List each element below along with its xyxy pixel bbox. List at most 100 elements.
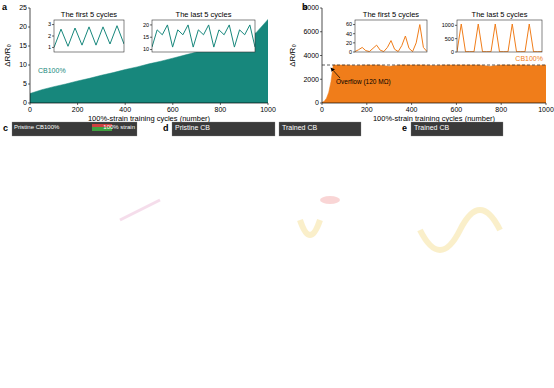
micrograph <box>411 122 503 136</box>
y-tick <box>320 8 322 9</box>
micrograph <box>279 122 361 136</box>
x-axis <box>30 103 268 104</box>
x-tick-label: 400 <box>119 106 131 113</box>
y-tick-label: 0 <box>451 49 454 55</box>
y-tick-label: 15 <box>19 42 27 49</box>
inset-frame <box>355 20 427 52</box>
micrograph <box>12 122 137 136</box>
image-panel: eTrained CB <box>402 122 503 136</box>
y-tick <box>52 47 54 48</box>
x-tick-label: 0 <box>28 106 32 113</box>
inset-bg <box>152 20 255 52</box>
micrograph-frame <box>411 122 503 136</box>
x-tick <box>77 103 78 105</box>
chart: CB100%051015202502004006008001000100%-st… <box>2 2 276 123</box>
x-tick <box>501 103 502 105</box>
faint-curve <box>420 210 500 250</box>
y-tick-label: 20 <box>346 40 352 46</box>
y-tick-label: 2 <box>48 33 51 39</box>
y-tick-label: 25 <box>19 4 27 11</box>
inset-bg <box>457 20 542 52</box>
y-tick <box>320 79 322 80</box>
y-tick <box>353 52 355 53</box>
legend-label: CB100% <box>38 67 66 74</box>
inset-bg <box>54 20 124 52</box>
panel-letter: d <box>163 123 169 133</box>
annotation-text: Overflow (120 MΩ) <box>336 78 391 86</box>
y-tick <box>455 25 457 26</box>
inset-frame <box>54 20 124 52</box>
inset-frame <box>152 20 255 52</box>
faint-line <box>120 200 160 220</box>
y-tick-label: 20 <box>143 22 149 28</box>
y-tick <box>320 31 322 32</box>
image-label: Pristine CB100% <box>14 124 60 130</box>
image-label: Trained CB <box>282 124 317 131</box>
image-panel: c Pristine CB100% 100% strain <box>3 122 137 136</box>
x-tick-label: 1000 <box>538 106 554 113</box>
x-tick <box>322 103 323 105</box>
line <box>54 26 124 48</box>
inset-title: The first 5 cycles <box>363 10 420 19</box>
y-tick <box>353 24 355 25</box>
y-axis <box>30 8 31 103</box>
series-group <box>30 19 268 103</box>
panel-letter: c <box>3 123 8 133</box>
legend-label: CB100% <box>515 55 543 62</box>
x-tick-label: 200 <box>72 106 84 113</box>
image-label: 100% strain <box>103 124 135 130</box>
y-tick-label: 1 <box>48 44 51 50</box>
figure: CB100%051015202502004006008001000100%-st… <box>0 0 554 388</box>
area <box>322 65 546 103</box>
y-tick-label: 40 <box>346 31 352 37</box>
y-tick-label: 20 <box>19 23 27 30</box>
y-tick-label: 10 <box>143 46 149 52</box>
y-tick <box>455 38 457 39</box>
x-tick-label: 1000 <box>260 106 276 113</box>
faint-curve <box>300 220 320 235</box>
x-axis <box>322 103 546 104</box>
y-tick <box>455 52 457 53</box>
faint-images <box>120 196 500 250</box>
y-tick <box>52 36 54 37</box>
x-tick-label: 600 <box>167 106 179 113</box>
inset-title: The last 5 cycles <box>472 10 528 19</box>
x-tick <box>220 103 221 105</box>
y-axis-label: ΔR/R₀ <box>3 44 12 66</box>
annotation-arrow <box>331 68 340 78</box>
panel-letter: a <box>2 2 8 12</box>
line <box>152 25 255 47</box>
series-group <box>355 25 427 52</box>
y-tick <box>150 37 152 38</box>
inset-bg <box>355 20 427 52</box>
inset-chart: 05001000The last 5 cycles <box>442 10 542 55</box>
y-tick <box>28 84 30 85</box>
micrograph-frame <box>172 122 275 136</box>
y-tick-label: 10 <box>19 61 27 68</box>
panel-letter: e <box>402 123 407 133</box>
x-tick <box>546 103 547 105</box>
y-tick-label: 3 <box>48 21 51 27</box>
series-group <box>152 25 255 47</box>
y-tick <box>353 33 355 34</box>
y-tick-label: 15 <box>143 34 149 40</box>
x-tick <box>411 103 412 105</box>
y-tick <box>28 65 30 66</box>
y-tick-label: 0 <box>315 99 319 106</box>
x-tick-label: 0 <box>320 106 324 113</box>
series-group <box>457 24 542 52</box>
x-tick-label: 200 <box>361 106 373 113</box>
x-tick-label: 800 <box>495 106 507 113</box>
image-panel: dPristine CBTrained CB <box>163 122 361 136</box>
inset-chart: 123The first 5 cycles <box>48 10 124 52</box>
series-group <box>54 26 124 48</box>
y-axis-label: ΔR/R₀ <box>288 44 297 66</box>
y-tick-label: 0 <box>23 99 27 106</box>
inset-chart: 101520The last 5 cycles <box>143 10 255 52</box>
x-axis-label: 100%-strain training cycles (number) <box>88 114 211 123</box>
y-tick <box>150 49 152 50</box>
y-tick <box>28 8 30 9</box>
overflow-line <box>322 65 546 66</box>
inset-frame <box>457 20 542 52</box>
chart: CB100%0200040006000800002004006008001000… <box>288 2 554 123</box>
